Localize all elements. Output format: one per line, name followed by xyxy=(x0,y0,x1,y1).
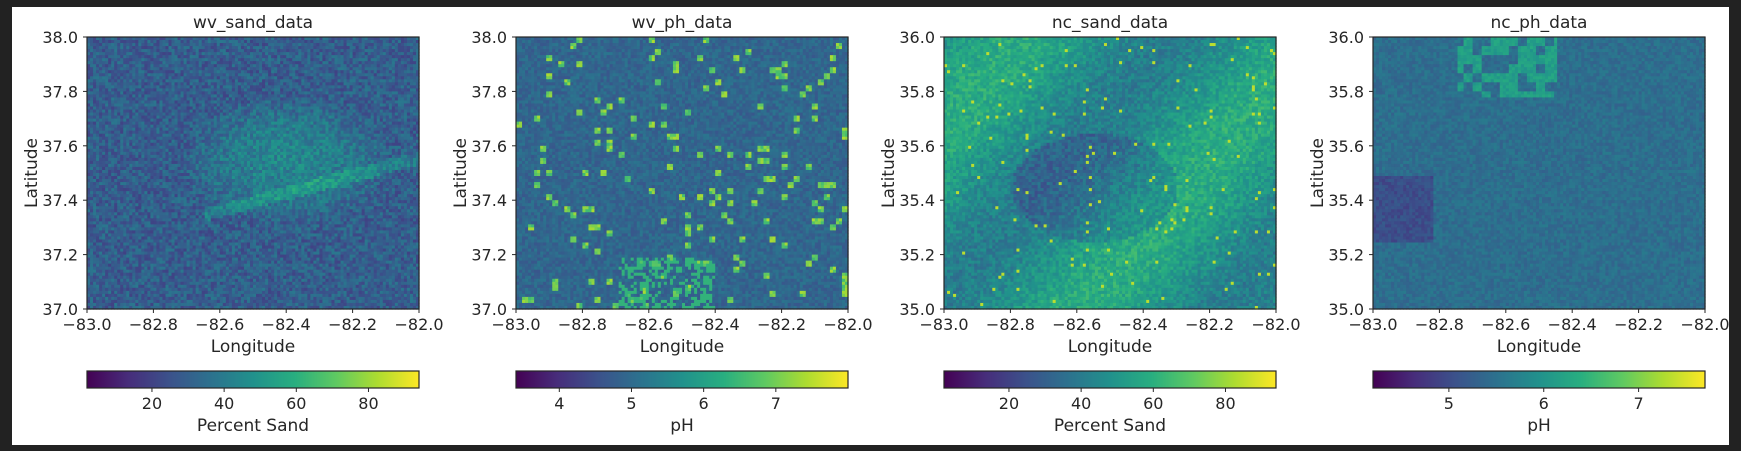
x-tick-label: −82.4 xyxy=(1548,315,1597,334)
y-tick-label: 35.4 xyxy=(1328,191,1364,210)
y-tick-label: 37.6 xyxy=(471,137,507,156)
heatmap-image xyxy=(944,37,1277,310)
y-tick-label: 37.2 xyxy=(471,246,507,265)
y-axis-label: Latitude xyxy=(879,138,899,208)
axes-frame xyxy=(1372,36,1706,310)
y-axis-label: Latitude xyxy=(451,138,471,208)
x-axis-label: Longitude xyxy=(1497,337,1582,357)
colorbar-tick-label: 60 xyxy=(1143,394,1163,413)
y-tick-label: 36.0 xyxy=(1328,28,1364,47)
y-tick-label: 37.8 xyxy=(471,82,507,101)
y-tick-label: 35.8 xyxy=(1328,82,1364,101)
x-tick-label: −83.0 xyxy=(1348,315,1397,334)
colorbar-label: Percent Sand xyxy=(1054,416,1166,436)
colorbar-tick-label: 60 xyxy=(286,394,306,413)
subplot-nc_sand_data: nc_sand_data −83.0 −82.8 −82.6 −82.4 −82.2 −82… xyxy=(879,13,1301,436)
colorbar-label: pH xyxy=(670,416,694,436)
x-axis-label: Longitude xyxy=(640,337,725,357)
colorbar xyxy=(515,370,849,389)
y-tick-label: 37.4 xyxy=(42,191,78,210)
colorbar-tick-label: 7 xyxy=(771,394,781,413)
x-tick-label: −82.6 xyxy=(195,315,244,334)
x-tick-label: −82.4 xyxy=(691,315,740,334)
y-tick-label: 37.0 xyxy=(471,300,507,319)
x-tick-label: −82.0 xyxy=(1251,315,1300,334)
x-tick-label: −82.2 xyxy=(757,315,806,334)
x-tick-label: −82.0 xyxy=(394,315,443,334)
x-axis-label: Longitude xyxy=(211,337,296,357)
x-tick-label: −82.6 xyxy=(1481,315,1530,334)
colorbar-tick-label: 40 xyxy=(1071,394,1091,413)
x-tick-label: −82.2 xyxy=(1185,315,1234,334)
colorbar-tick-label: 6 xyxy=(699,394,709,413)
heatmap-image xyxy=(1373,37,1706,310)
axes-frame xyxy=(86,36,420,310)
x-tick-label: −82.4 xyxy=(262,315,311,334)
colorbar-tick-label: 5 xyxy=(626,394,636,413)
y-axis-label: Latitude xyxy=(1308,138,1328,208)
colorbar-tick-label: 4 xyxy=(554,394,564,413)
axes-frame xyxy=(515,36,849,310)
x-axis-label: Longitude xyxy=(1068,337,1153,357)
colorbar-tick-label: 40 xyxy=(214,394,234,413)
x-tick-label: −82.4 xyxy=(1119,315,1168,334)
subplot-title: wv_ph_data xyxy=(632,13,733,33)
axes-frame xyxy=(943,36,1277,310)
y-axis-label: Latitude xyxy=(22,138,42,208)
heatmap-image xyxy=(87,37,420,310)
colorbar-label: pH xyxy=(1527,416,1551,436)
y-tick-label: 35.2 xyxy=(899,246,935,265)
y-tick-label: 37.4 xyxy=(471,191,507,210)
colorbar-tick-label: 20 xyxy=(999,394,1019,413)
x-tick-label: −83.0 xyxy=(62,315,111,334)
subplot-wv_sand_data: wv_sand_data −83.0 −82.8 −82.6 −82.4 −82.2 −82… xyxy=(22,13,444,436)
subplot-nc_ph_data: nc_ph_data −83.0 −82.8 −82.6 −82.4 −82.2 −82.0… xyxy=(1308,13,1730,436)
y-tick-label: 36.0 xyxy=(899,28,935,47)
y-tick-label: 37.2 xyxy=(42,246,78,265)
y-tick-label: 35.6 xyxy=(1328,137,1364,156)
colorbar-tick-label: 7 xyxy=(1634,394,1644,413)
x-tick-label: −82.2 xyxy=(328,315,377,334)
y-tick-label: 35.6 xyxy=(899,137,935,156)
colorbar-tick-label: 80 xyxy=(358,394,378,413)
colorbar xyxy=(1372,370,1706,389)
colorbar-tick-label: 80 xyxy=(1215,394,1235,413)
colorbar-tick-label: 6 xyxy=(1539,394,1549,413)
y-tick-label: 37.6 xyxy=(42,137,78,156)
x-tick-label: −82.8 xyxy=(1415,315,1464,334)
x-tick-label: −82.8 xyxy=(558,315,607,334)
y-tick-label: 37.0 xyxy=(42,300,78,319)
colorbar xyxy=(943,370,1277,389)
colorbar-label: Percent Sand xyxy=(197,416,309,436)
heatmap-image xyxy=(516,37,849,310)
x-tick-label: −82.8 xyxy=(129,315,178,334)
y-tick-label: 35.2 xyxy=(1328,246,1364,265)
y-tick-label: 38.0 xyxy=(42,28,78,47)
x-tick-label: −83.0 xyxy=(919,315,968,334)
colorbar-tick-label: 20 xyxy=(142,394,162,413)
x-tick-label: −82.8 xyxy=(986,315,1035,334)
y-tick-label: 35.0 xyxy=(1328,300,1364,319)
y-tick-label: 38.0 xyxy=(471,28,507,47)
x-tick-label: −82.0 xyxy=(823,315,872,334)
x-tick-label: −82.6 xyxy=(624,315,673,334)
subplot-title: wv_sand_data xyxy=(193,13,313,33)
y-tick-label: 35.8 xyxy=(899,82,935,101)
y-tick-label: 37.8 xyxy=(42,82,78,101)
x-tick-label: −82.6 xyxy=(1052,315,1101,334)
subplot-title: nc_ph_data xyxy=(1491,13,1588,33)
subplot-wv_ph_data: wv_ph_data −83.0 −82.8 −82.6 −82.4 −82.2 −82.0… xyxy=(451,13,873,436)
x-tick-label: −82.2 xyxy=(1614,315,1663,334)
colorbar xyxy=(86,370,420,389)
x-tick-label: −82.0 xyxy=(1680,315,1729,334)
y-tick-label: 35.0 xyxy=(899,300,935,319)
y-tick-label: 35.4 xyxy=(899,191,935,210)
colorbar-tick-label: 5 xyxy=(1444,394,1454,413)
subplot-title: nc_sand_data xyxy=(1052,13,1168,33)
x-tick-label: −83.0 xyxy=(491,315,540,334)
